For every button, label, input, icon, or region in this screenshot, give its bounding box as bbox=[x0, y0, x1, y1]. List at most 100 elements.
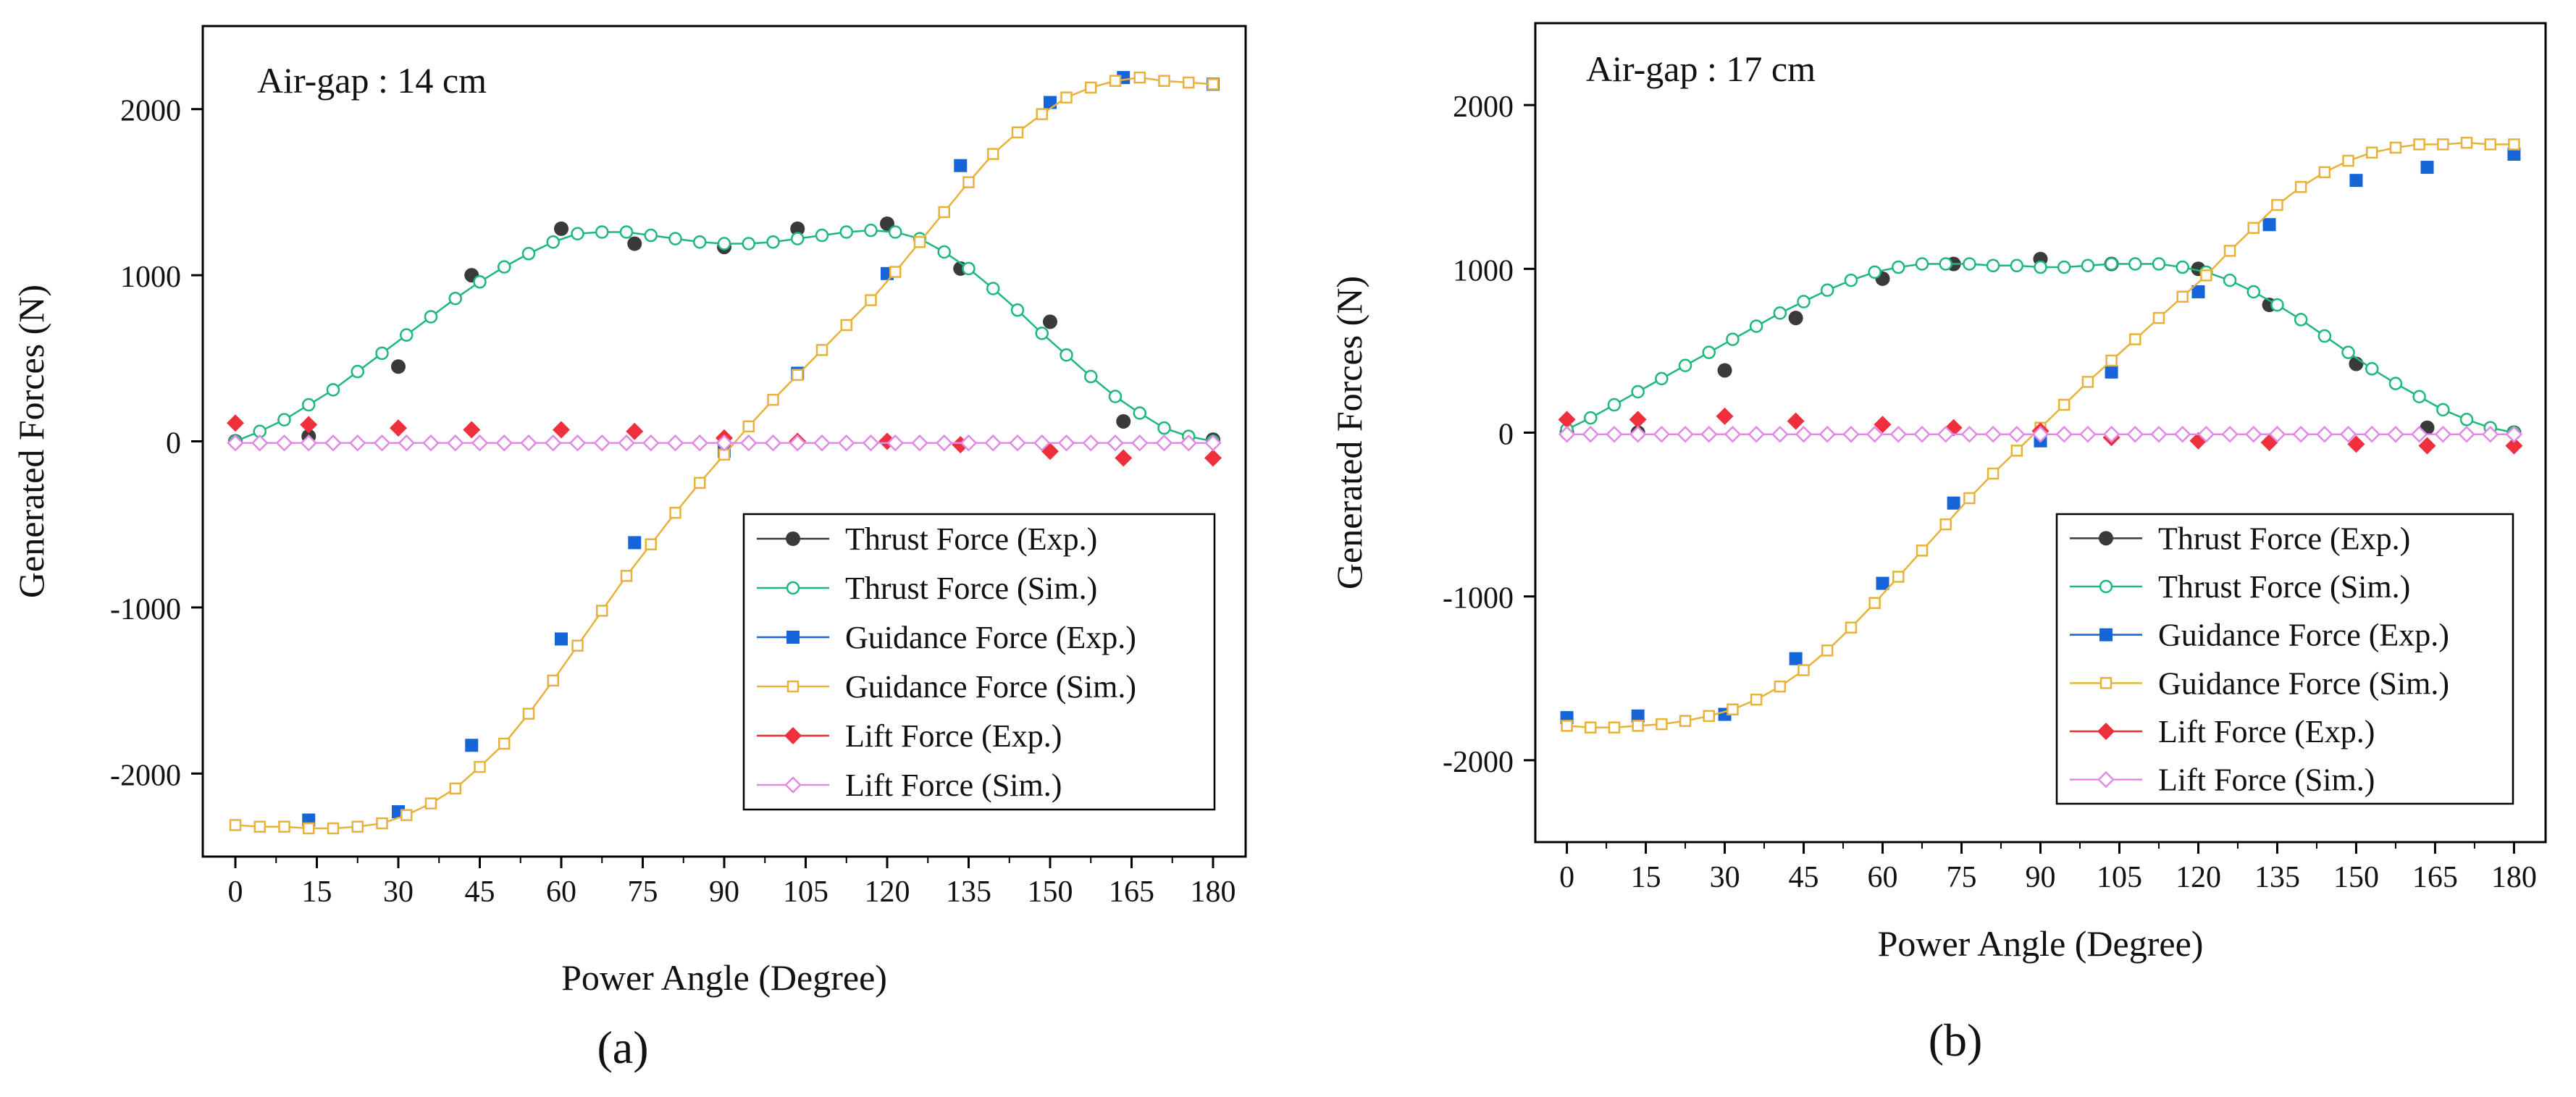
data-point bbox=[1608, 721, 1621, 734]
data-point bbox=[1607, 398, 1621, 412]
data-point bbox=[987, 148, 999, 160]
data-point bbox=[2268, 425, 2286, 443]
data-point bbox=[400, 328, 414, 342]
data-point bbox=[716, 434, 733, 452]
x-tick-label: 60 bbox=[546, 875, 576, 909]
x-axis-label: Power Angle (Degree) bbox=[561, 957, 887, 998]
data-point bbox=[390, 419, 407, 437]
data-point bbox=[791, 232, 805, 245]
data-point bbox=[1727, 703, 1739, 716]
data-point bbox=[1874, 416, 1892, 434]
data-point bbox=[473, 275, 487, 289]
data-point bbox=[935, 434, 953, 452]
data-point bbox=[2294, 180, 2307, 193]
data-point bbox=[2105, 365, 2118, 379]
data-point bbox=[2105, 257, 2118, 271]
data-point bbox=[1913, 425, 1931, 443]
x-tick-label: 135 bbox=[946, 875, 991, 909]
data-point bbox=[2294, 313, 2308, 327]
data-point bbox=[446, 434, 464, 452]
data-point bbox=[1868, 597, 1881, 609]
data-point bbox=[2262, 218, 2276, 232]
series-thrust-force-sim bbox=[228, 223, 1220, 448]
data-point bbox=[1939, 518, 1952, 531]
data-point bbox=[327, 822, 340, 835]
data-point bbox=[1750, 693, 1763, 706]
chart-panel-a: -2000 -1000 0 1000 2000 0 15 30 45 60 75 90 105 120 13… bbox=[0, 0, 1275, 1097]
data-point bbox=[764, 434, 782, 452]
data-point bbox=[1947, 496, 1960, 510]
y-tick-label: -2000 bbox=[1443, 746, 1514, 779]
data-point bbox=[275, 434, 293, 452]
data-point bbox=[2173, 425, 2191, 443]
data-point bbox=[1702, 345, 1716, 359]
legend-marker bbox=[786, 581, 800, 595]
data-point bbox=[1771, 425, 1789, 443]
data-point bbox=[1963, 492, 1976, 505]
data-point bbox=[1795, 425, 1813, 443]
series-thrust-force-exp bbox=[228, 216, 1220, 449]
x-tick-label: 60 bbox=[1868, 861, 1898, 894]
data-point bbox=[1789, 652, 1803, 665]
data-point bbox=[571, 639, 584, 652]
legend-label: Guidance Force (Exp.) bbox=[2158, 618, 2449, 653]
data-point bbox=[886, 434, 905, 452]
x-tick-label: 105 bbox=[2097, 861, 2142, 894]
data-point bbox=[813, 434, 831, 452]
data-point bbox=[668, 232, 682, 245]
data-point bbox=[693, 235, 707, 249]
data-point bbox=[2412, 390, 2426, 403]
data-point bbox=[1082, 434, 1100, 452]
data-point bbox=[2436, 403, 2450, 417]
data-point bbox=[1107, 434, 1124, 452]
legend-marker bbox=[2099, 579, 2113, 594]
y-tick-label: -1000 bbox=[110, 593, 181, 626]
y-tick-label: 2000 bbox=[1453, 91, 1514, 124]
data-point bbox=[739, 434, 758, 452]
legend-label: Lift Force (Exp.) bbox=[2158, 714, 2375, 749]
data-point bbox=[2347, 435, 2365, 453]
data-point bbox=[1788, 311, 1803, 326]
legend-marker bbox=[784, 776, 802, 794]
data-point bbox=[1844, 273, 1858, 287]
data-point bbox=[1818, 425, 1837, 443]
data-point bbox=[351, 820, 364, 833]
legend-label: Guidance Force (Sim.) bbox=[2158, 665, 2449, 701]
x-tick-label: 180 bbox=[2491, 861, 2537, 894]
data-point bbox=[2507, 147, 2521, 161]
x-tick-label: 30 bbox=[383, 875, 414, 909]
data-point bbox=[2200, 269, 2212, 282]
data-point bbox=[1009, 434, 1026, 452]
data-point bbox=[1632, 720, 1644, 732]
x-tick-label: 165 bbox=[2412, 861, 2458, 894]
data-point bbox=[2057, 260, 2071, 274]
data-point bbox=[424, 797, 437, 810]
legend-label: Thrust Force (Exp.) bbox=[2158, 521, 2410, 556]
x-tick-label: 30 bbox=[1710, 861, 1740, 894]
data-point bbox=[1631, 384, 1645, 399]
data-point bbox=[717, 237, 731, 251]
data-point bbox=[1889, 425, 1908, 443]
chart-a-svg: -2000 -1000 0 1000 2000 0 15 30 45 60 75 90 105 120 13… bbox=[11, 25, 1247, 1073]
x-tick-label: 75 bbox=[1947, 861, 1977, 894]
data-point bbox=[645, 538, 657, 550]
data-point bbox=[1158, 75, 1170, 87]
legend-label: Guidance Force (Exp.) bbox=[845, 620, 1136, 655]
data-point bbox=[1084, 369, 1098, 384]
data-point bbox=[1060, 91, 1073, 104]
data-point bbox=[2191, 285, 2205, 298]
data-point bbox=[326, 383, 340, 397]
data-point bbox=[962, 176, 975, 188]
data-point bbox=[1892, 260, 1905, 274]
data-point bbox=[1180, 434, 1198, 452]
data-point bbox=[596, 605, 608, 617]
legend-label: Thrust Force (Sim.) bbox=[2158, 569, 2410, 605]
data-point bbox=[669, 506, 681, 519]
data-point bbox=[2129, 333, 2141, 345]
data-point bbox=[2349, 174, 2363, 188]
data-point bbox=[626, 422, 644, 440]
data-point bbox=[351, 364, 364, 379]
data-point bbox=[1204, 434, 1222, 452]
data-point bbox=[2057, 398, 2071, 411]
data-point bbox=[2246, 285, 2261, 299]
